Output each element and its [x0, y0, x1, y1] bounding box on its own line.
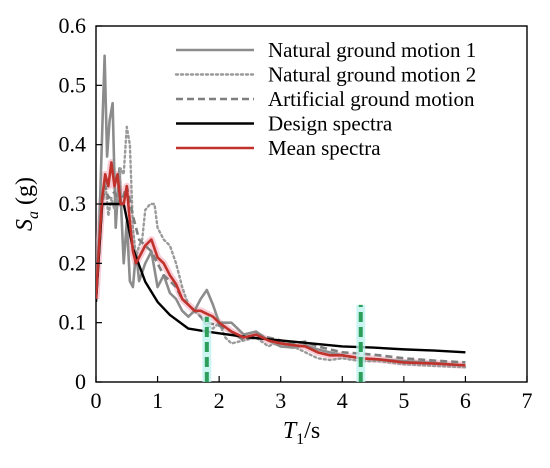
x-tick-label: 7 [522, 388, 533, 413]
legend-entry-label: Design spectra [268, 112, 393, 136]
series-line-natural-ground-motion-2 [96, 125, 467, 369]
x-axis-label-sub: 1 [296, 431, 304, 448]
x-tick-label: 6 [460, 388, 471, 413]
x-tick-label: 0 [91, 388, 102, 413]
y-axis-label-main: S [12, 219, 38, 231]
x-tick-label: 4 [337, 388, 348, 413]
y-tick-label: 0.3 [59, 191, 87, 216]
x-axis-label-main: T [283, 418, 298, 444]
y-axis-label-unit: (g) [12, 177, 38, 211]
y-tick-label: 0.4 [59, 132, 87, 157]
series-line-mean-spectra [96, 161, 466, 367]
y-tick-label: 0 [75, 369, 86, 394]
series-line-natural-ground-motion-1 [96, 54, 466, 367]
y-tick-label: 0.5 [59, 72, 87, 97]
x-axis-label-unit: /s [304, 418, 320, 444]
legend-entry-label: Artificial ground motion [268, 87, 475, 111]
series-line-design-spectra [96, 202, 466, 354]
x-tick-label: 1 [152, 388, 163, 413]
marker-layer [202, 304, 366, 382]
x-tick-label: 3 [275, 388, 286, 413]
y-axis-label-sub: a [25, 211, 42, 219]
x-tick-label: 2 [214, 388, 225, 413]
y-tick-label: 0.1 [59, 310, 87, 335]
y-tick-label: 0.6 [59, 13, 87, 38]
y-axis-label: Sa (g) [12, 177, 42, 231]
legend-entry-label: Natural ground motion 2 [268, 63, 476, 87]
legend-entry-label: Natural ground motion 1 [268, 38, 476, 62]
y-tick-label: 0.2 [59, 250, 87, 275]
series-layer [96, 54, 467, 369]
mean-spectra-band [96, 158, 466, 369]
legend-entry-label: Mean spectra [268, 136, 381, 160]
x-tick-label: 5 [398, 388, 409, 413]
x-axis-label: T1/s [283, 418, 320, 448]
series-line-artificial-ground-motion [96, 184, 466, 364]
axes-layer: 0 1 2 3 4 5 6 700.10.20.30.40.50.6T1/sSa (g) [12, 13, 533, 448]
